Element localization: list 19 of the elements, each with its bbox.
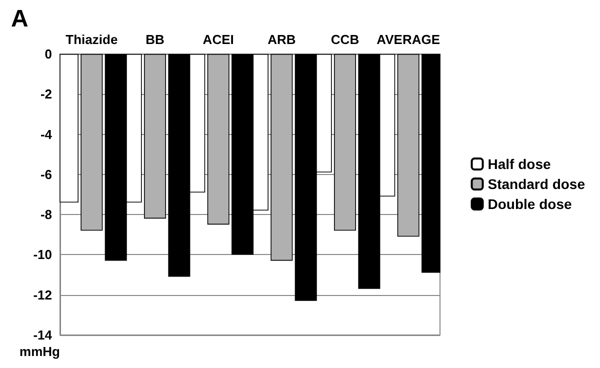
- x-tick-label: ARB: [268, 32, 296, 47]
- y-tick-label: -12: [33, 287, 52, 302]
- legend-label: Half dose: [488, 156, 551, 172]
- y-tick-label: -14: [33, 328, 53, 342]
- chart-title: A: [11, 6, 28, 32]
- y-tick-label: -2: [40, 86, 52, 102]
- y-tick-label: -6: [40, 166, 52, 182]
- y-axis-title: mmHg: [20, 344, 60, 359]
- x-tick-label: AVERAGE: [376, 32, 440, 47]
- legend-label: Standard dose: [488, 176, 586, 192]
- x-tick-label: Thiazide: [66, 32, 118, 47]
- x-tick-label: BB: [146, 32, 164, 47]
- y-tick-label: -10: [33, 247, 52, 262]
- y-tick-label: -4: [40, 126, 53, 142]
- y-tick-label: 0: [44, 46, 52, 62]
- legend-label: Double dose: [488, 196, 572, 212]
- y-tick-label: -8: [40, 207, 52, 222]
- x-tick-label: ACEI: [202, 32, 234, 47]
- x-tick-label: CCB: [330, 32, 360, 47]
